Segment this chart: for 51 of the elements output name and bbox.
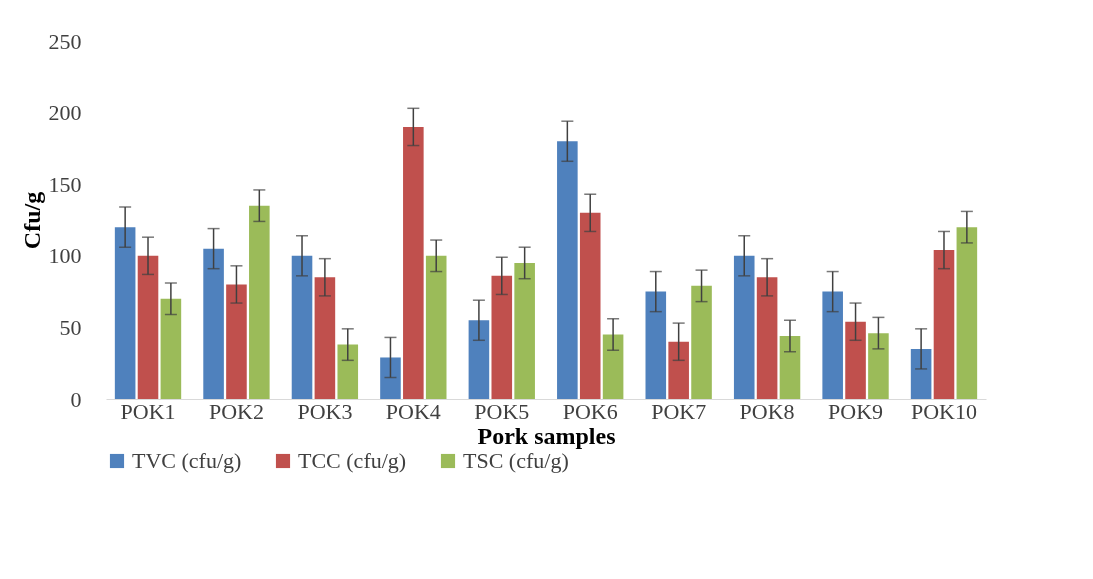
bar	[468, 320, 490, 399]
bar	[756, 277, 778, 399]
bar	[514, 262, 535, 399]
bar	[160, 298, 182, 399]
y-tick-label: 250	[48, 28, 82, 54]
x-tick-label: POK9	[828, 398, 884, 424]
x-tick-label: POK3	[297, 398, 353, 424]
bar	[779, 335, 801, 399]
bar	[314, 277, 336, 399]
x-tick-label: POK8	[739, 398, 795, 424]
x-tick-label: POK6	[562, 398, 618, 424]
y-tick-label: 100	[48, 243, 82, 269]
y-tick-label: 200	[48, 100, 82, 126]
x-tick-label: POK4	[385, 398, 441, 424]
x-tick-label: POK5	[474, 398, 530, 424]
bar	[668, 341, 689, 399]
x-tick-label: POK10	[910, 398, 977, 424]
bar	[933, 250, 955, 399]
bar	[137, 255, 159, 399]
bar	[491, 275, 513, 399]
bar	[645, 291, 667, 399]
legend-label: TSC (cfu/g)	[463, 448, 569, 473]
bar	[579, 212, 601, 399]
y-tick-label: 50	[59, 314, 82, 340]
bar	[602, 334, 624, 399]
bar	[291, 255, 313, 399]
legend-label: TCC (cfu/g)	[298, 448, 407, 473]
x-tick-label: POK1	[120, 398, 176, 424]
x-tick-label: POK7	[651, 398, 707, 424]
bar	[956, 227, 978, 399]
bar	[114, 227, 136, 399]
bar	[845, 321, 866, 399]
bar	[249, 205, 270, 399]
bar	[691, 285, 712, 399]
bar	[425, 255, 447, 399]
bar	[868, 333, 889, 399]
bar	[337, 344, 359, 399]
y-axis-title: Cfu/g	[18, 191, 45, 250]
x-axis-title: Pork samples	[477, 422, 616, 449]
bar	[226, 284, 247, 399]
bar	[403, 126, 424, 399]
bar	[380, 357, 401, 399]
bar	[557, 141, 578, 399]
bar	[822, 291, 843, 399]
bar	[910, 348, 932, 399]
y-tick-label: 0	[70, 386, 82, 412]
bar	[733, 255, 755, 399]
x-tick-label: POK2	[208, 398, 264, 424]
y-tick-label: 150	[48, 171, 82, 197]
bar	[203, 248, 224, 399]
legend-label: TVC (cfu/g)	[132, 448, 242, 473]
